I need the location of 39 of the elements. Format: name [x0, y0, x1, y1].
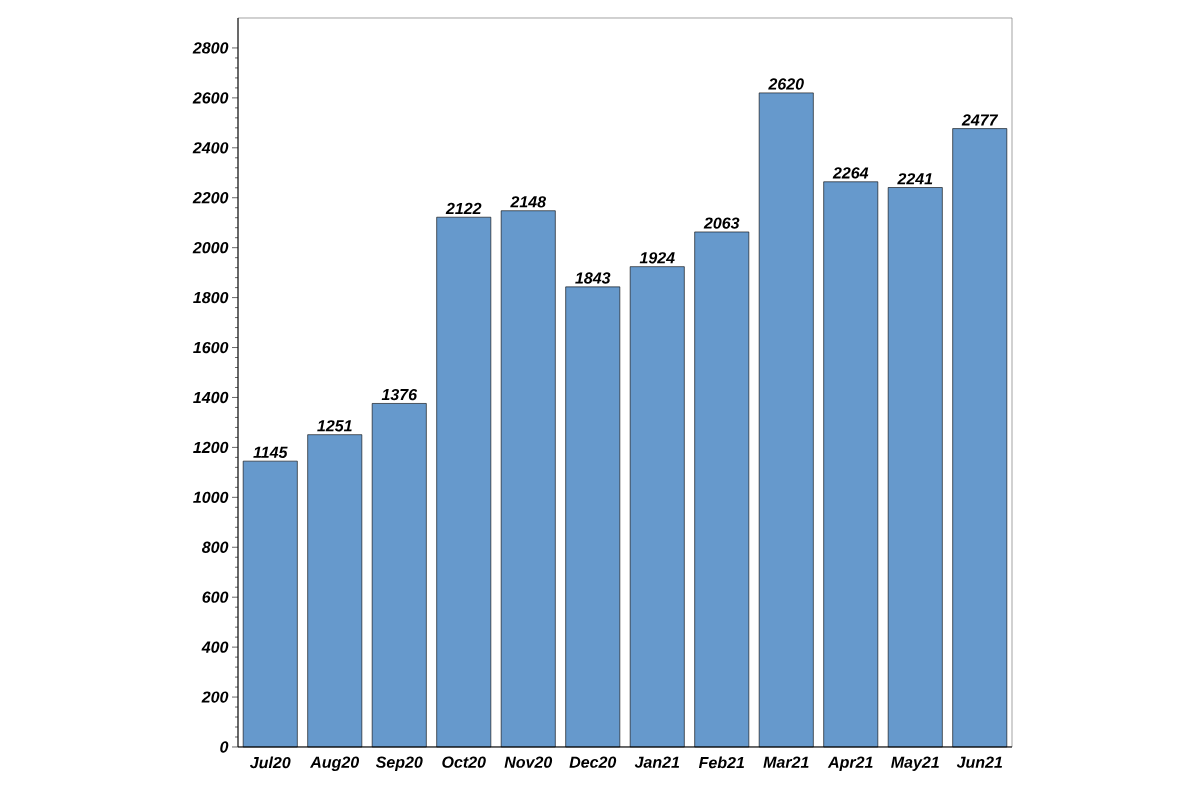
x-tick-label: Oct20 [442, 756, 486, 768]
x-tick-label: Jan21 [634, 756, 680, 768]
x-tick-label: Mar21 [763, 756, 809, 768]
y-tick-label: 1000 [193, 491, 229, 503]
y-tick-label: 200 [201, 691, 229, 703]
data-label: 2264 [832, 167, 869, 179]
data-label: 1843 [575, 272, 611, 284]
x-tick-label: Aug20 [309, 756, 360, 772]
y-tick-label: 2000 [192, 242, 229, 254]
x-tick-label: Jul20 [249, 756, 291, 769]
data-label: 2477 [961, 114, 999, 126]
data-label: 2620 [768, 78, 804, 90]
x-tick-label: May21 [891, 756, 939, 772]
x-tick-label: Jun21 [956, 756, 1003, 768]
data-label: 1376 [381, 388, 418, 401]
x-tick-label: Apr21 [827, 756, 873, 772]
data-label: 1145 [253, 446, 288, 458]
data-label: 2148 [510, 196, 547, 208]
y-tick-label: 1800 [193, 291, 229, 304]
data-label: 1924 [639, 252, 675, 264]
x-tick-label: Dec20 [569, 756, 617, 768]
data-label: 2241 [897, 173, 933, 185]
y-tick-label: 2800 [192, 42, 229, 54]
y-tick-label: 2400 [192, 142, 229, 154]
y-tick-label: 0 [220, 741, 229, 753]
data-label: 1251 [317, 420, 352, 432]
x-tick-label: Feb21 [698, 756, 745, 769]
data-label: 2122 [445, 202, 482, 215]
y-tick-label: 2600 [192, 92, 229, 104]
y-tick-label: 1200 [193, 441, 229, 454]
y-tick-label: 1400 [193, 391, 229, 404]
y-tick-label: 400 [201, 641, 229, 653]
y-tick-label: 600 [202, 591, 229, 603]
y-tick-label: 1600 [193, 341, 229, 354]
x-tick-label: Nov20 [504, 756, 553, 768]
x-tick-label: Sep20 [375, 756, 423, 772]
y-tick-label: 800 [201, 541, 229, 553]
y-tick-label: 2200 [192, 192, 229, 204]
data-label: 2063 [703, 217, 740, 229]
